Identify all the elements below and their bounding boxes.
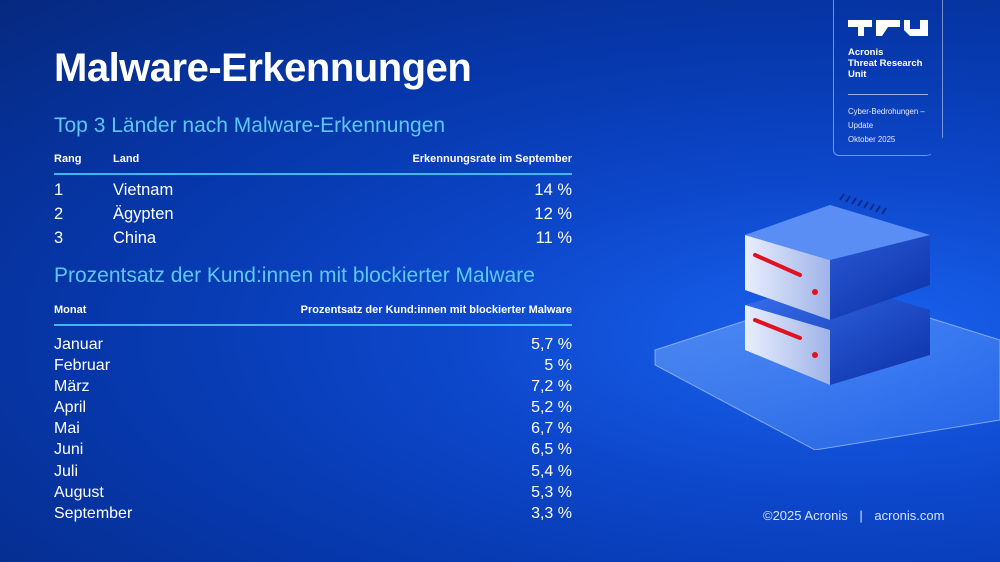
table-row: September 3,3 % xyxy=(54,503,572,524)
footer-separator: | xyxy=(859,508,863,523)
col-country: Land xyxy=(113,153,140,165)
percent: 5,3 % xyxy=(531,483,572,501)
percent: 5,4 % xyxy=(531,462,572,480)
month: September xyxy=(54,504,133,522)
table-row: Januar 5,7 % xyxy=(54,334,572,355)
divider xyxy=(54,173,572,175)
rate: 11 % xyxy=(535,229,572,247)
country: China xyxy=(113,229,157,247)
badge-line3: Unit xyxy=(848,69,867,80)
top3-table: Rang Land Erkennungsrate im September 1 … xyxy=(54,153,572,250)
month: April xyxy=(54,399,87,417)
top3-heading: Top 3 Länder nach Malware-Erkennungen xyxy=(54,114,446,137)
footer: ©2025 Acronis | acronis.com xyxy=(763,508,944,523)
table-row: März 7,2 % xyxy=(54,376,572,397)
badge-line2: Threat Research xyxy=(848,58,923,69)
country: Ägypten xyxy=(113,205,174,223)
rank: 2 xyxy=(54,205,64,223)
page-title: Malware-Erkennungen xyxy=(54,46,472,90)
month: August xyxy=(54,483,104,501)
percent: 7,2 % xyxy=(531,378,572,396)
col-month: Monat xyxy=(54,304,87,316)
table-row: April 5,2 % xyxy=(54,397,572,418)
divider xyxy=(54,324,572,326)
table-row: Juni 6,5 % xyxy=(54,439,572,460)
month: Januar xyxy=(54,336,103,353)
col-rate: Erkennungsrate im September xyxy=(412,153,572,165)
col-rank: Rang xyxy=(54,153,82,165)
percent: 5,7 % xyxy=(531,336,572,353)
table-row: Juli 5,4 % xyxy=(54,461,572,482)
rank: 3 xyxy=(54,229,64,247)
server-illustration xyxy=(654,193,1000,450)
table-row: August 5,3 % xyxy=(54,482,572,503)
percent: 6,7 % xyxy=(531,420,572,438)
percent: 5 % xyxy=(544,357,572,375)
blocked-table: Monat Prozentsatz der Kund:innen mit blo… xyxy=(54,304,572,524)
month: März xyxy=(54,378,90,396)
badge-divider xyxy=(848,94,928,95)
month: Februar xyxy=(54,357,111,375)
col-percent: Prozentsatz der Kund:innen mit blockiert… xyxy=(300,304,572,316)
month: Juli xyxy=(54,462,79,480)
table-row: 1 Vietnam 14 % xyxy=(54,178,572,202)
percent: 5,2 % xyxy=(531,399,572,417)
table-row: Mai 6,7 % xyxy=(54,418,572,439)
percent: 6,5 % xyxy=(531,441,572,459)
badge-line1: Acronis xyxy=(848,47,884,58)
table-row: 3 China 11 % xyxy=(54,226,572,250)
rate: 12 % xyxy=(534,205,572,223)
percent: 3,3 % xyxy=(531,504,572,522)
blocked-heading: Prozentsatz der Kund:innen mit blockiert… xyxy=(54,264,535,287)
badge-sub2: Update xyxy=(848,121,874,130)
table-row: Februar 5 % xyxy=(54,355,572,376)
table-row: 2 Ägypten 12 % xyxy=(54,202,572,226)
month: Mai xyxy=(54,420,80,438)
tru-logo xyxy=(848,20,928,36)
badge-sub3: Oktober 2025 xyxy=(848,135,896,144)
badge-sub1: Cyber-Bedrohungen – xyxy=(848,107,925,116)
copyright: ©2025 Acronis xyxy=(763,508,848,523)
month: Juni xyxy=(54,441,84,459)
rank: 1 xyxy=(54,181,64,199)
tru-badge: Acronis Threat Research Unit Cyber-Bedro… xyxy=(833,0,943,156)
website-link[interactable]: acronis.com xyxy=(874,508,945,523)
country: Vietnam xyxy=(113,181,174,199)
rate: 14 % xyxy=(534,181,572,199)
